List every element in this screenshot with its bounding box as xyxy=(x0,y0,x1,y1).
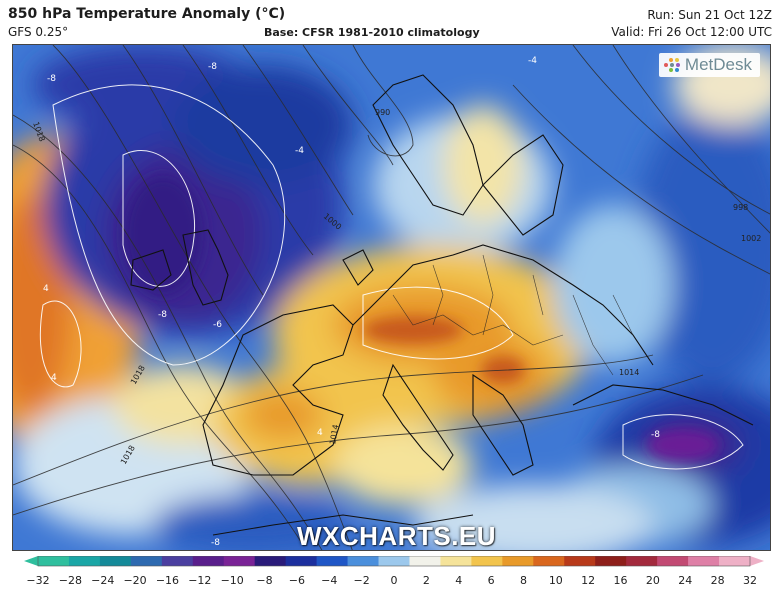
colorbar-segment xyxy=(440,556,472,566)
colorbar-tick-label: −24 xyxy=(91,574,115,587)
isobar-label: 1014 xyxy=(328,424,340,446)
colorbar-segment xyxy=(316,556,349,566)
anomaly-contours xyxy=(39,84,744,470)
isobar-label: 998 xyxy=(733,203,748,212)
colorbar-tick-label: −4 xyxy=(321,574,338,587)
colorbar-tick-label: −20 xyxy=(123,574,147,587)
colorbar-tick-label: 24 xyxy=(678,574,693,587)
run-time-label: Run: Sun 21 Oct 12Z xyxy=(647,8,772,22)
climatology-base-label: Base: CFSR 1981-2010 climatology xyxy=(264,26,480,39)
anomaly-label: -8 xyxy=(158,310,167,320)
anomaly-map[interactable]: -8 -8 -8 -6 -4 -4 4 4 -8 -8 4 1018 1014 … xyxy=(12,44,771,551)
anomaly-label: -8 xyxy=(211,538,220,548)
isobar-lines xyxy=(13,45,770,550)
colorbar-tick-label: −2 xyxy=(353,574,370,587)
isobar-label: 1014 xyxy=(619,368,639,377)
anomaly-label: -4 xyxy=(295,146,304,156)
colorbar-segment xyxy=(657,556,689,566)
anomaly-label: 4 xyxy=(317,428,323,438)
colorbar-segment xyxy=(409,556,441,566)
colorbar-tick-label: 4 xyxy=(455,574,463,587)
colorbar-tick-label: 6 xyxy=(487,574,495,587)
metdesk-logo: MetDesk xyxy=(658,53,760,77)
colorbar-tick-label: 8 xyxy=(519,574,527,587)
wxcharts-watermark: WXCHARTS.EU xyxy=(297,521,497,551)
valid-time-label: Valid: Fri 26 Oct 12:00 UTC xyxy=(611,25,772,39)
colorbar-tick-label: 28 xyxy=(710,574,725,587)
anomaly-values: -8 -8 -8 -6 -4 -4 4 4 -8 -8 4 xyxy=(43,56,660,548)
colorbar: −32 −28 −24 −20 −16 −12 −10 −8 −6 −4 −2 0 2 4 6 8 10 12 16… xyxy=(24,556,764,596)
anomaly-label: 4 xyxy=(43,284,49,294)
colorbar-segment xyxy=(719,556,751,566)
colorbar-segment xyxy=(161,556,194,566)
colorbar-segment xyxy=(533,556,565,566)
colorbar-segment xyxy=(68,556,101,566)
colorbar-segment xyxy=(223,556,256,566)
anomaly-label: -4 xyxy=(528,56,537,66)
colorbar-tick-label: 2 xyxy=(422,574,430,587)
anomaly-label: -8 xyxy=(208,62,217,72)
colorbar-tick-label: −28 xyxy=(58,574,82,587)
metdesk-logo-text: MetDesk xyxy=(684,55,752,74)
model-label: GFS 0.25° xyxy=(8,25,69,39)
colorbar-segment xyxy=(99,556,132,566)
colorbar-tick-label: 20 xyxy=(645,574,660,587)
chart-title: 850 hPa Temperature Anomaly (°C) xyxy=(8,6,286,22)
anomaly-label: -6 xyxy=(213,320,222,330)
metdesk-dots-icon xyxy=(663,56,681,74)
anomaly-label: -8 xyxy=(47,74,56,84)
anomaly-label: -8 xyxy=(651,430,660,440)
colorbar-segment xyxy=(130,556,163,566)
colorbar-tick-label: 10 xyxy=(548,574,563,587)
colorbar-tick-label: 16 xyxy=(613,574,628,587)
colorbar-segment xyxy=(471,556,503,566)
colorbar-tick-label: −10 xyxy=(220,574,244,587)
colorbar-left-arrow xyxy=(24,556,38,566)
colorbar-strip xyxy=(24,556,764,567)
colorbar-segment xyxy=(38,556,70,566)
colorbar-segment xyxy=(285,556,318,566)
colorbar-right-arrow xyxy=(750,556,764,566)
colorbar-tick-label: 32 xyxy=(743,574,757,587)
colorbar-segment xyxy=(378,556,410,566)
colorbar-tick-label: 0 xyxy=(390,574,398,587)
colorbar-tick-label: −8 xyxy=(256,574,273,587)
anomaly-field: -8 -8 -8 -6 -4 -4 4 4 -8 -8 4 1018 1014 … xyxy=(13,45,770,550)
colorbar-tick-label: −6 xyxy=(288,574,306,587)
isobar-label: 990 xyxy=(375,108,390,117)
colorbar-tick-label: −12 xyxy=(188,574,212,587)
colorbar-segment xyxy=(626,556,658,566)
colorbar-segment xyxy=(254,556,287,566)
anomaly-label: 4 xyxy=(51,373,57,383)
colorbar-segment xyxy=(347,556,380,566)
isobar-label: 1002 xyxy=(741,234,761,243)
colorbar-segment xyxy=(192,556,225,566)
colorbar-tick-label: −16 xyxy=(155,574,180,587)
colorbar-segment xyxy=(502,556,534,566)
coastlines xyxy=(130,74,754,536)
colorbar-tick-label: −32 xyxy=(26,574,50,587)
colorbar-segment xyxy=(688,556,720,566)
colorbar-segment xyxy=(595,556,627,566)
colorbar-tick-label: 12 xyxy=(581,574,596,587)
colorbar-segment xyxy=(564,556,596,566)
